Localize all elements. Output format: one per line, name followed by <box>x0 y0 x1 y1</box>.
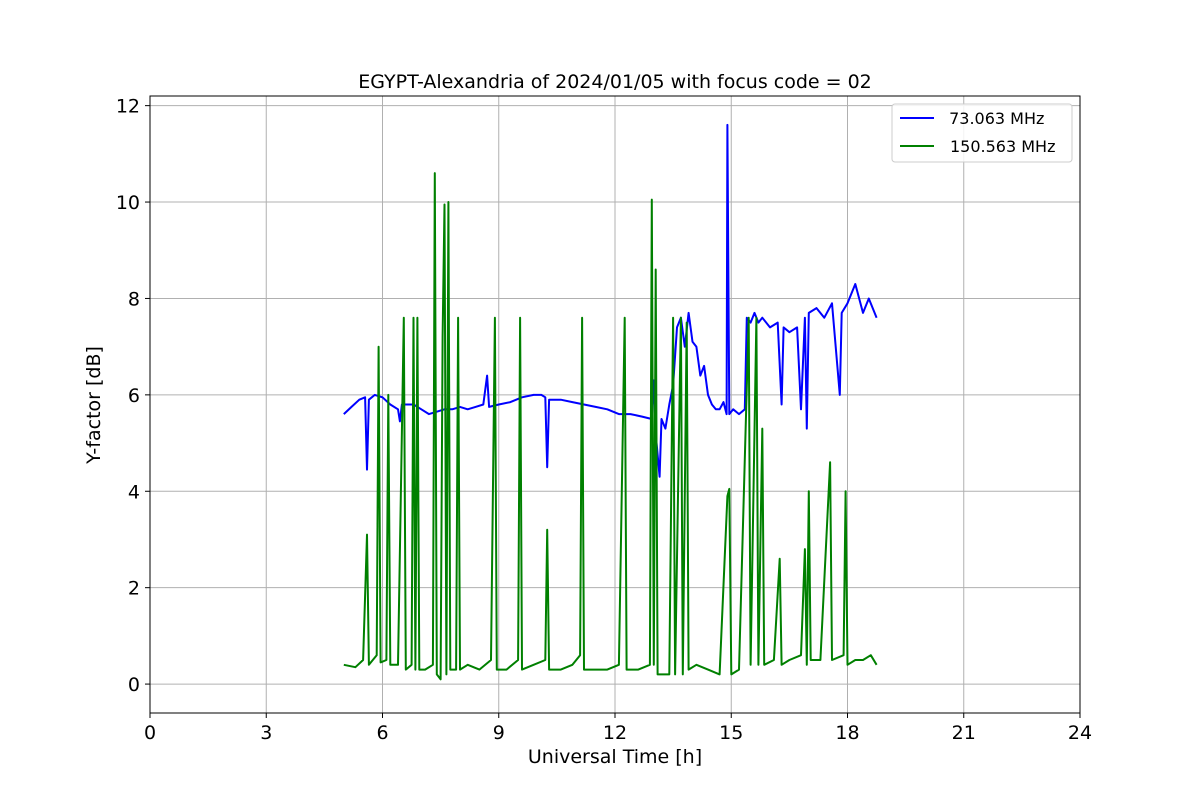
y-tick-label: 4 <box>128 481 140 503</box>
y-axis-title: Y-factor [dB] <box>83 346 105 465</box>
y-axis-ticks: 0 2 4 6 8 10 12 <box>116 96 150 696</box>
y-tick-label: 6 <box>128 385 140 407</box>
x-tick-label: 12 <box>603 722 627 744</box>
x-tick-label: 0 <box>144 722 156 744</box>
chart-title: EGYPT-Alexandria of 2024/01/05 with focu… <box>358 71 872 93</box>
series-line-73mhz <box>343 123 878 478</box>
y-tick-label: 12 <box>116 96 140 118</box>
y-tick-label: 0 <box>128 674 140 696</box>
x-tick-label: 3 <box>260 722 272 744</box>
x-tick-label: 9 <box>493 722 505 744</box>
legend-label-73mhz: 73.063 MHz <box>944 109 1044 128</box>
x-tick-label: 24 <box>1068 722 1092 744</box>
legend-label-150mhz: 150.563 MHz <box>950 137 1055 156</box>
y-tick-label: 10 <box>116 192 140 214</box>
legend-box <box>891 103 1073 163</box>
x-axis-ticks: 0 3 6 9 12 15 18 21 24 <box>144 713 1092 744</box>
y-tick-label: 2 <box>128 578 140 600</box>
series-line-150mhz <box>343 172 878 681</box>
x-axis-title: Universal Time [h] <box>528 746 702 768</box>
legend: 73.063 MHz 150.563 MHz <box>891 103 1073 163</box>
x-tick-label: 6 <box>376 722 388 744</box>
x-tick-label: 18 <box>835 722 859 744</box>
series-layer <box>343 123 878 681</box>
x-tick-label: 21 <box>952 722 976 744</box>
grid-layer <box>149 96 1081 713</box>
x-tick-label: 15 <box>719 722 743 744</box>
y-tick-label: 8 <box>128 288 140 310</box>
